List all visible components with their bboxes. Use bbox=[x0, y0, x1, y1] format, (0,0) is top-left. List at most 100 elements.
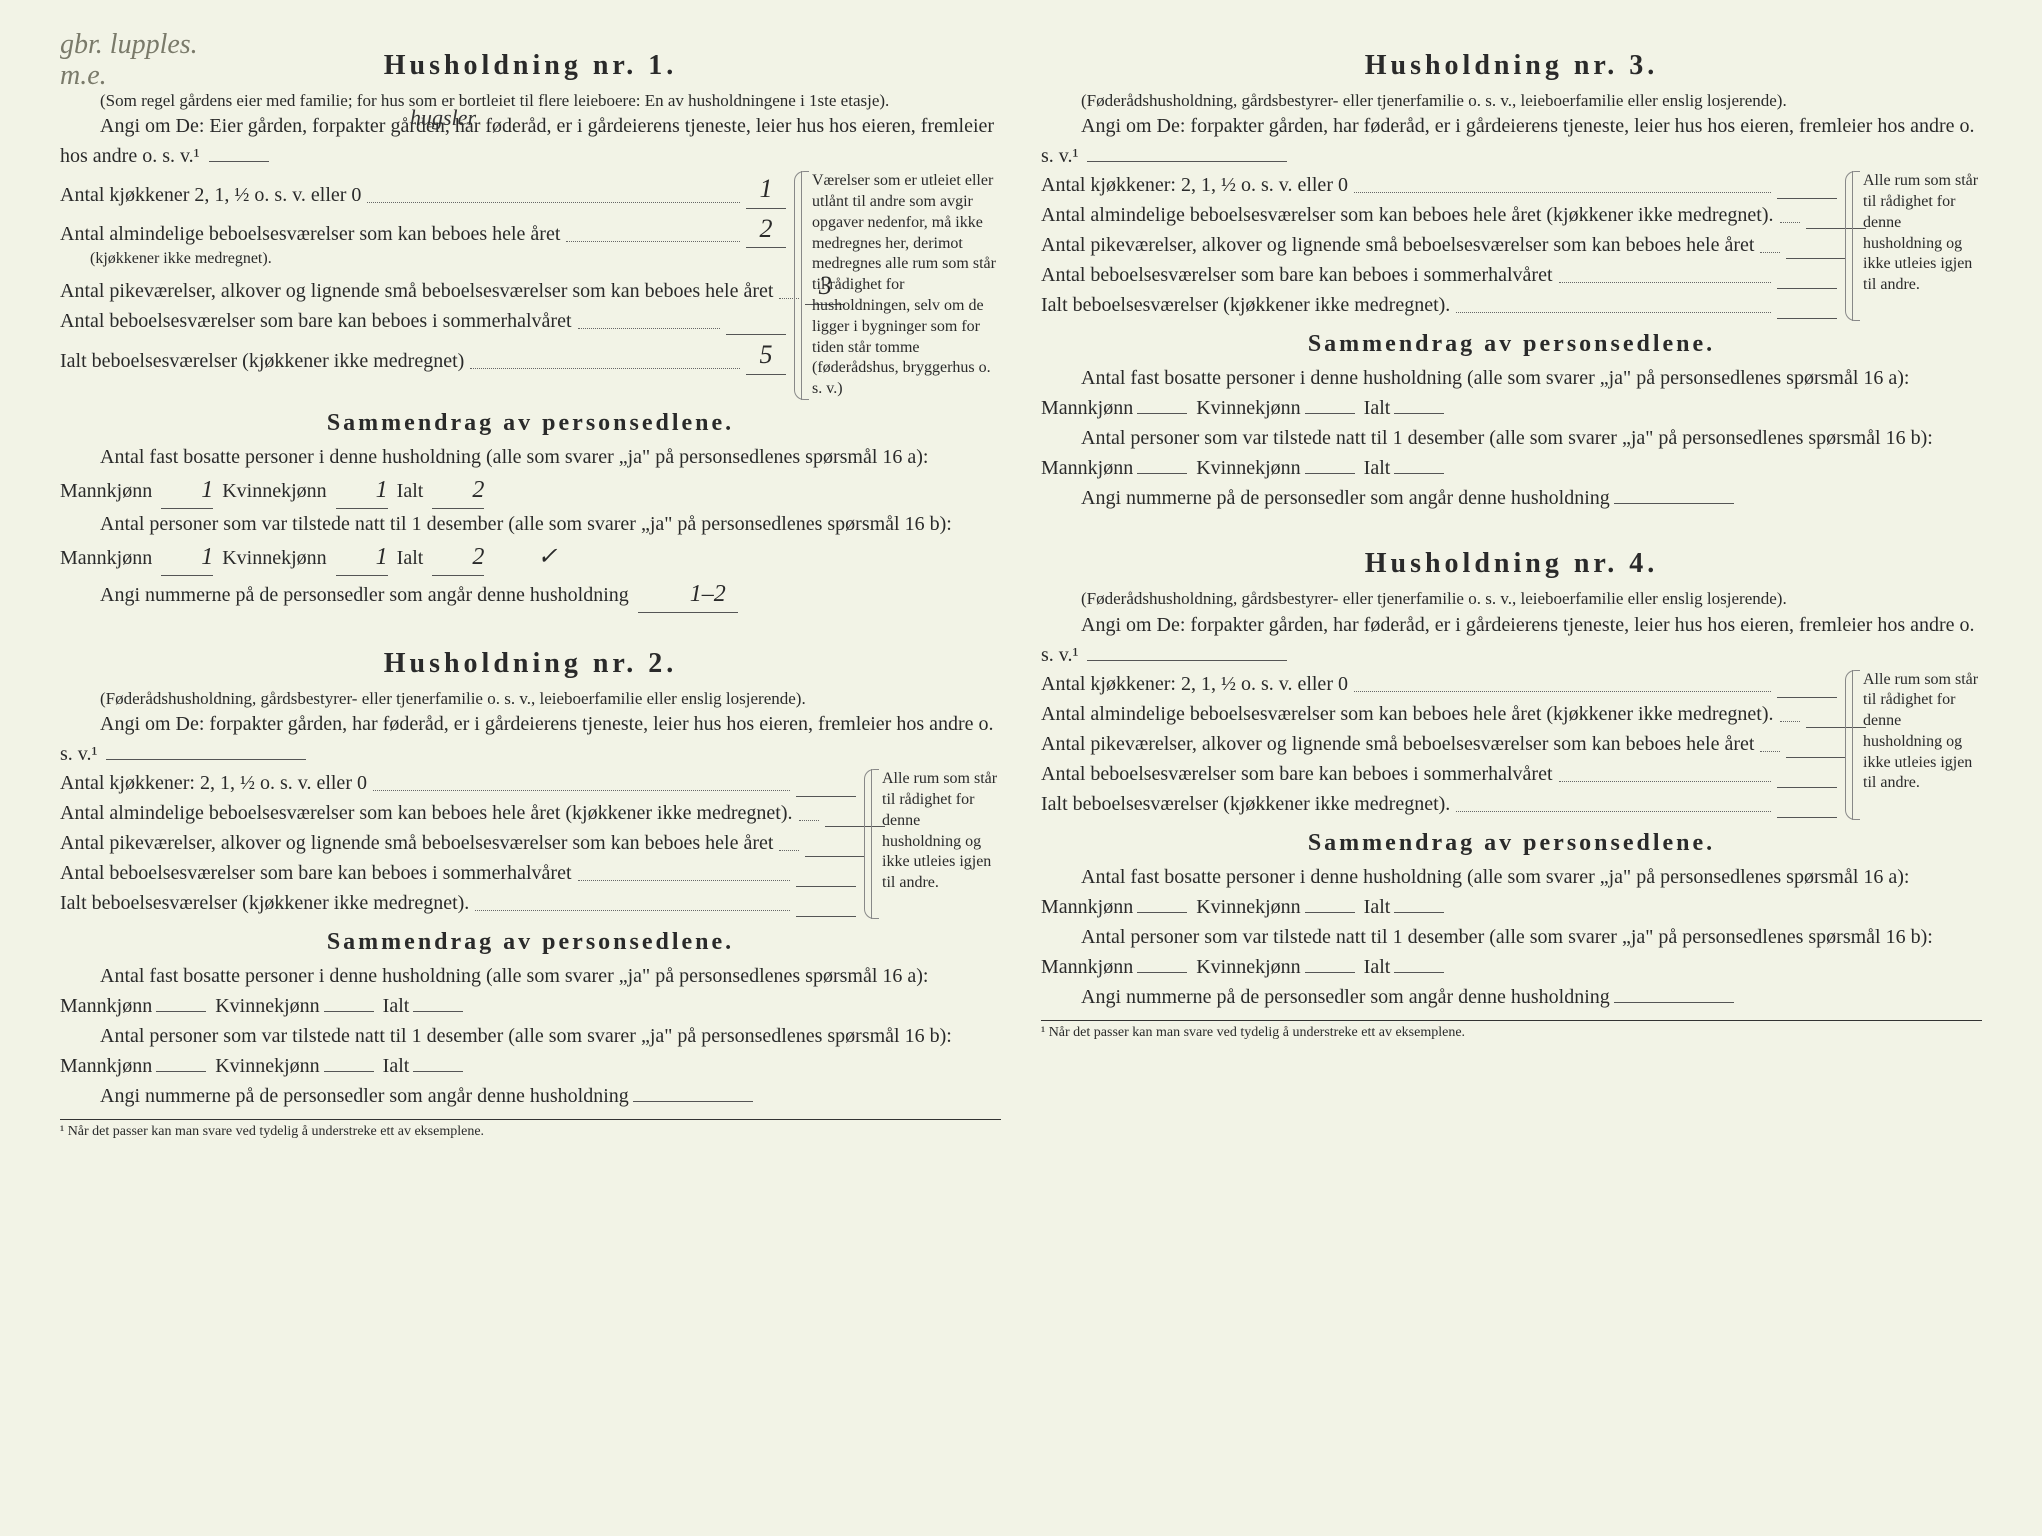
row-sommer-label: Antal beboelsesværelser som bare kan beb… bbox=[60, 307, 572, 335]
row-kjokken-value: 1 bbox=[746, 171, 786, 208]
row4-sommer-label: Antal beboelsesværelser som bare kan beb… bbox=[1041, 760, 1553, 788]
s1-i16a: 2 bbox=[432, 472, 484, 509]
household-2-intro: (Føderådshusholdning, gårdsbestyrer- ell… bbox=[60, 688, 1001, 709]
sammendrag-4-line2: Antal personer som var tilstede natt til… bbox=[1041, 922, 1982, 982]
s2-i16b bbox=[413, 1071, 463, 1072]
row-ialt-label: Ialt beboelsesværelser (kjøkkener ikke m… bbox=[60, 347, 464, 375]
household-3-intro: (Føderådshusholdning, gårdsbestyrer- ell… bbox=[1041, 90, 1982, 111]
dots bbox=[1760, 751, 1780, 752]
dots bbox=[566, 241, 740, 242]
dots bbox=[578, 880, 790, 881]
dots bbox=[367, 202, 740, 203]
s4-nums bbox=[1614, 1002, 1734, 1003]
s2-m16b bbox=[156, 1071, 206, 1072]
row3-kjokken-value bbox=[1777, 198, 1837, 199]
row2-ialt-value bbox=[796, 916, 856, 917]
dots bbox=[1354, 691, 1771, 692]
s2-l1c: Ialt bbox=[383, 995, 410, 1017]
row2-sommer: Antal beboelsesværelser som bare kan beb… bbox=[60, 859, 856, 887]
s4-l2b: Kvinnekjønn bbox=[1196, 956, 1300, 978]
household-4-intro: (Føderådshusholdning, gårdsbestyrer- ell… bbox=[1041, 588, 1982, 609]
row2-pike: Antal pikeværelser, alkover og lignende … bbox=[60, 829, 856, 857]
s3-l2a: Antal personer som var tilstede natt til… bbox=[1041, 427, 1933, 479]
s2-l2a: Antal personer som var tilstede natt til… bbox=[60, 1025, 952, 1077]
s1-l1c: Ialt bbox=[397, 480, 424, 502]
s1-m16b: 1 bbox=[161, 539, 213, 576]
sammendrag-3-line2: Antal personer som var tilstede natt til… bbox=[1041, 423, 1982, 483]
row2-almind-label: Antal almindelige beboelsesværelser som … bbox=[60, 799, 793, 827]
household-3-sammendrag: Sammendrag av personsedlene. Antal fast … bbox=[1041, 331, 1982, 513]
s4-l2c: Ialt bbox=[1364, 956, 1391, 978]
dots bbox=[578, 328, 720, 329]
sammendrag-1-line3: Angi nummerne på de personsedler som ang… bbox=[60, 576, 1001, 613]
row3-almind: Antal almindelige beboelsesværelser som … bbox=[1041, 201, 1837, 229]
s1-nums: 1–2 bbox=[638, 576, 738, 613]
sammendrag-4-line1: Antal fast bosatte personer i denne hush… bbox=[1041, 862, 1982, 922]
footnote-left: ¹ Når det passer kan man svare ved tydel… bbox=[60, 1119, 1001, 1140]
row4-ialt: Ialt beboelsesværelser (kjøkkener ikke m… bbox=[1041, 790, 1837, 818]
row4-ialt-value bbox=[1777, 817, 1837, 818]
row4-almind-label: Antal almindelige beboelsesværelser som … bbox=[1041, 700, 1774, 728]
household-2-sammendrag: Sammendrag av personsedlene. Antal fast … bbox=[60, 929, 1001, 1111]
s3-l2b: Kvinnekjønn bbox=[1196, 457, 1300, 479]
household-1-hw-insert: hugsler bbox=[370, 101, 476, 134]
row-kjokken-label: Antal kjøkkener 2, 1, ½ o. s. v. eller 0 bbox=[60, 181, 361, 209]
row4-pike-value bbox=[1786, 757, 1846, 758]
s2-k16b bbox=[324, 1071, 374, 1072]
household-3: Husholdning nr. 3. (Føderådshusholdning,… bbox=[1041, 50, 1982, 513]
dots bbox=[799, 820, 819, 821]
s3-l3: Angi nummerne på de personsedler som ang… bbox=[1081, 487, 1610, 509]
dots bbox=[1456, 312, 1771, 313]
household-1-sammendrag: Sammendrag av personsedlene. Antal fast … bbox=[60, 410, 1001, 613]
household-1-rows: Antal kjøkkener 2, 1, ½ o. s. v. eller 0… bbox=[60, 171, 1001, 400]
s3-l2c: Ialt bbox=[1364, 457, 1391, 479]
dots bbox=[779, 850, 799, 851]
s1-k16b: 1 bbox=[336, 539, 388, 576]
dots bbox=[1780, 222, 1800, 223]
row4-kjokken: Antal kjøkkener: 2, 1, ½ o. s. v. eller … bbox=[1041, 670, 1837, 698]
s3-l1a: Antal fast bosatte personer i denne hush… bbox=[1041, 367, 1910, 419]
household-1-angi: Angi om De: Eier gården, forpakter gårde… bbox=[60, 111, 1001, 171]
sammendrag-3-line3: Angi nummerne på de personsedler som ang… bbox=[1041, 483, 1982, 513]
dots bbox=[1456, 811, 1771, 812]
s4-l1c: Ialt bbox=[1364, 896, 1391, 918]
s3-l1b: Kvinnekjønn bbox=[1196, 397, 1300, 419]
household-1-title: Husholdning nr. 1. bbox=[60, 50, 1001, 82]
row2-ialt-label: Ialt beboelsesværelser (kjøkkener ikke m… bbox=[60, 889, 469, 917]
row3-ialt-value bbox=[1777, 318, 1837, 319]
row2-sommer-label: Antal beboelsesværelser som bare kan beb… bbox=[60, 859, 572, 887]
row4-kjokken-label: Antal kjøkkener: 2, 1, ½ o. s. v. eller … bbox=[1041, 670, 1348, 698]
household-3-angi-gap bbox=[1087, 161, 1287, 162]
s4-l3: Angi nummerne på de personsedler som ang… bbox=[1081, 986, 1610, 1008]
sammendrag-1-line1: Antal fast bosatte personer i denne hush… bbox=[60, 442, 1001, 509]
row3-ialt-label: Ialt beboelsesværelser (kjøkkener ikke m… bbox=[1041, 291, 1450, 319]
household-3-rows: Antal kjøkkener: 2, 1, ½ o. s. v. eller … bbox=[1041, 171, 1982, 321]
household-3-angi-text: Angi om De: forpakter gården, har føderå… bbox=[1041, 115, 1975, 167]
s3-k16b bbox=[1305, 473, 1355, 474]
row3-kjokken: Antal kjøkkener: 2, 1, ½ o. s. v. eller … bbox=[1041, 171, 1837, 199]
household-4-angi-gap bbox=[1087, 660, 1287, 661]
row4-sommer: Antal beboelsesværelser som bare kan beb… bbox=[1041, 760, 1837, 788]
household-1: Husholdning nr. 1. (Som regel gårdens ei… bbox=[60, 50, 1001, 613]
household-1-sidebar: Værelser som er utleiet eller utlånt til… bbox=[801, 171, 1001, 400]
dots bbox=[1760, 252, 1780, 253]
household-2-angi-text: Angi om De: forpakter gården, har føderå… bbox=[60, 713, 994, 765]
household-4-title: Husholdning nr. 4. bbox=[1041, 548, 1982, 580]
row2-kjokken-label: Antal kjøkkener: 2, 1, ½ o. s. v. eller … bbox=[60, 769, 367, 797]
row4-pike: Antal pikeværelser, alkover og lignende … bbox=[1041, 730, 1837, 758]
handwritten-margin-note: gbr. lupples. m.e. bbox=[60, 30, 198, 92]
s4-m16a bbox=[1137, 912, 1187, 913]
dots bbox=[475, 910, 790, 911]
s1-check: ✓ bbox=[497, 539, 557, 575]
row4-sommer-value bbox=[1777, 787, 1837, 788]
row2-pike-label: Antal pikeværelser, alkover og lignende … bbox=[60, 829, 773, 857]
s1-l1b: Kvinnekjønn bbox=[222, 480, 326, 502]
household-2-angi-gap bbox=[106, 759, 306, 760]
row-sommer: Antal beboelsesværelser som bare kan beb… bbox=[60, 307, 786, 335]
sammendrag-2-line3: Angi nummerne på de personsedler som ang… bbox=[60, 1081, 1001, 1111]
s4-l2a: Antal personer som var tilstede natt til… bbox=[1041, 926, 1933, 978]
row-almind-label: Antal almindelige beboelsesværelser som … bbox=[60, 220, 560, 248]
s1-k16a: 1 bbox=[336, 472, 388, 509]
s2-i16a bbox=[413, 1011, 463, 1012]
row3-almind-label: Antal almindelige beboelsesværelser som … bbox=[1041, 201, 1774, 229]
